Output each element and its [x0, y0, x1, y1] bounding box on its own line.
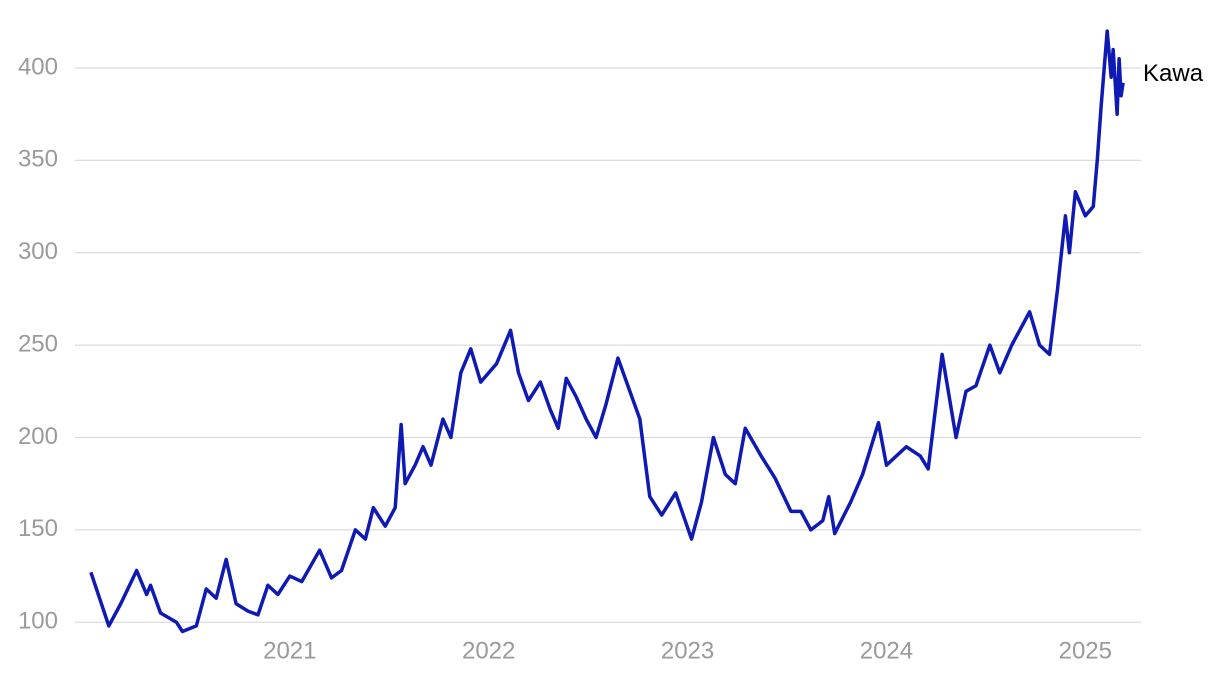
series-line [89, 29, 1125, 634]
y-tick-label: 200 [18, 423, 58, 450]
y-tick-label: 350 [18, 146, 58, 173]
y-tick-label: 250 [18, 330, 58, 357]
x-tick-label: 2023 [661, 637, 714, 664]
x-tick-label: 2021 [263, 637, 316, 664]
x-tick-label: 2022 [462, 637, 515, 664]
y-tick-label: 100 [18, 608, 58, 635]
y-tick-label: 150 [18, 515, 58, 542]
x-tick-label: 2025 [1059, 637, 1112, 664]
x-tick-label: 2024 [860, 637, 913, 664]
y-tick-label: 400 [18, 53, 58, 80]
y-tick-label: 300 [18, 238, 58, 265]
series-label: Kawa [1143, 60, 1204, 87]
